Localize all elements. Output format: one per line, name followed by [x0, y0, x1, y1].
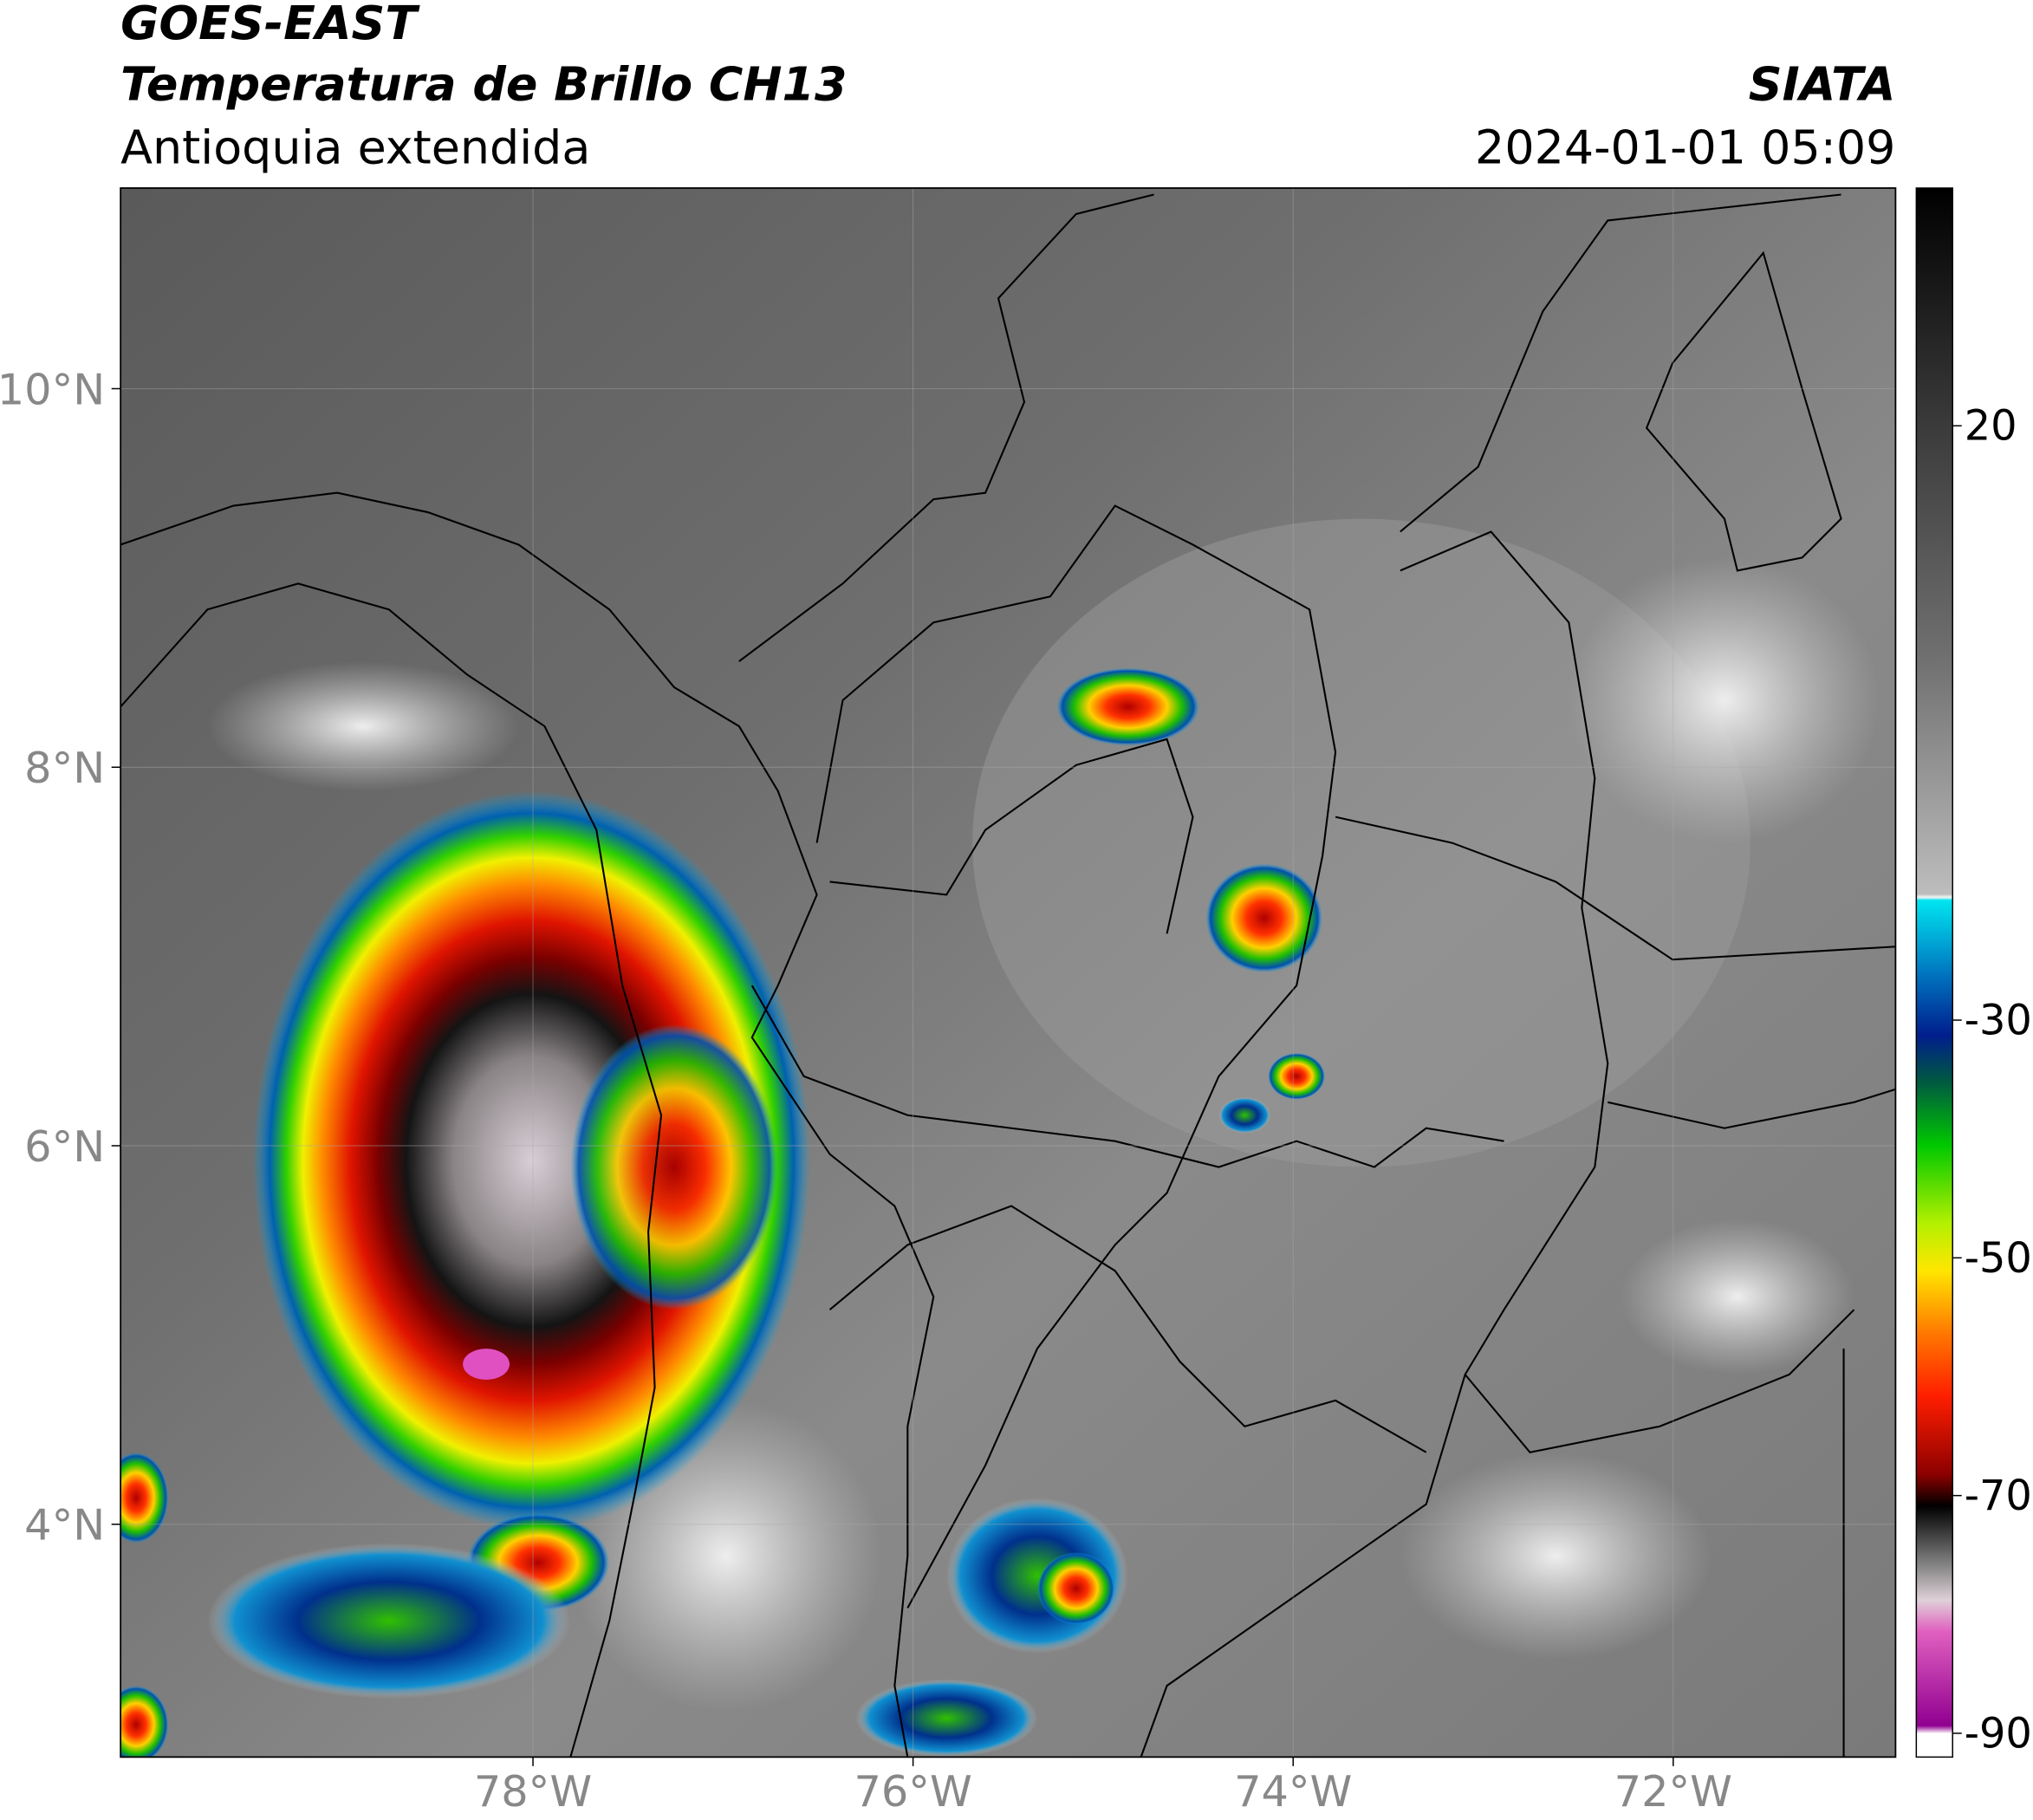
region: Antioquia extendida: [120, 120, 590, 175]
map-frame: [120, 187, 1897, 1758]
storm: [1218, 1096, 1271, 1134]
storm: [570, 1024, 778, 1310]
product: Temperatura de Brillo CH13: [120, 56, 847, 111]
cloud: [207, 661, 519, 791]
storm: [120, 1452, 169, 1544]
border: [828, 1205, 1427, 1453]
storm: [1036, 1551, 1115, 1625]
coastline: [1400, 193, 1841, 533]
colorbar-tick-label: -70: [1965, 1472, 2032, 1520]
storm: [207, 1543, 571, 1700]
coastline: [120, 491, 935, 1758]
graticule: [120, 188, 1896, 1758]
storm: [1205, 863, 1323, 973]
border: [815, 504, 1337, 1609]
y-tick-label: 4°N: [24, 1500, 105, 1550]
colorbar: [1915, 187, 1953, 1758]
border: [750, 985, 1504, 1168]
border: [1140, 530, 1609, 1758]
storm: [1056, 667, 1199, 746]
lake: [1645, 250, 1842, 572]
x-tick-label: 72°W: [1614, 1766, 1732, 1817]
satellite: GOES-EAST: [120, 0, 420, 50]
colorbar-tick-label: -90: [1965, 1710, 2032, 1758]
datetime: 2024-01-01 05:09: [1475, 120, 1895, 175]
cloud: [1569, 557, 1880, 843]
storm: [120, 1686, 169, 1758]
y-tick-label: 8°N: [24, 743, 105, 793]
storm-core: [463, 1349, 510, 1380]
x-tick-label: 74°W: [1234, 1766, 1352, 1817]
cloud: [1400, 1452, 1711, 1661]
border: [1608, 1088, 1896, 1129]
cloud: [1621, 1219, 1854, 1375]
coastline: [120, 582, 663, 1758]
border: [1335, 816, 1896, 961]
source: SIATA: [1749, 56, 1896, 111]
storm: [855, 1679, 1037, 1758]
storm: [252, 790, 811, 1531]
border: [829, 738, 1194, 934]
storm: [1268, 1052, 1326, 1100]
map-imagery: [120, 188, 1896, 1758]
coastline: [738, 193, 1154, 662]
x-tick-label: 76°W: [854, 1766, 971, 1817]
y-tick-label: 10°N: [0, 364, 105, 414]
colorbar-tick-label: -30: [1965, 998, 2032, 1045]
colorbar-tick-label: 20: [1965, 403, 2017, 451]
x-tick-label: 78°W: [474, 1766, 592, 1817]
colorbar-tick-label: -50: [1965, 1235, 2032, 1283]
y-tick-label: 6°N: [24, 1121, 105, 1172]
border: [1464, 1309, 1855, 1453]
